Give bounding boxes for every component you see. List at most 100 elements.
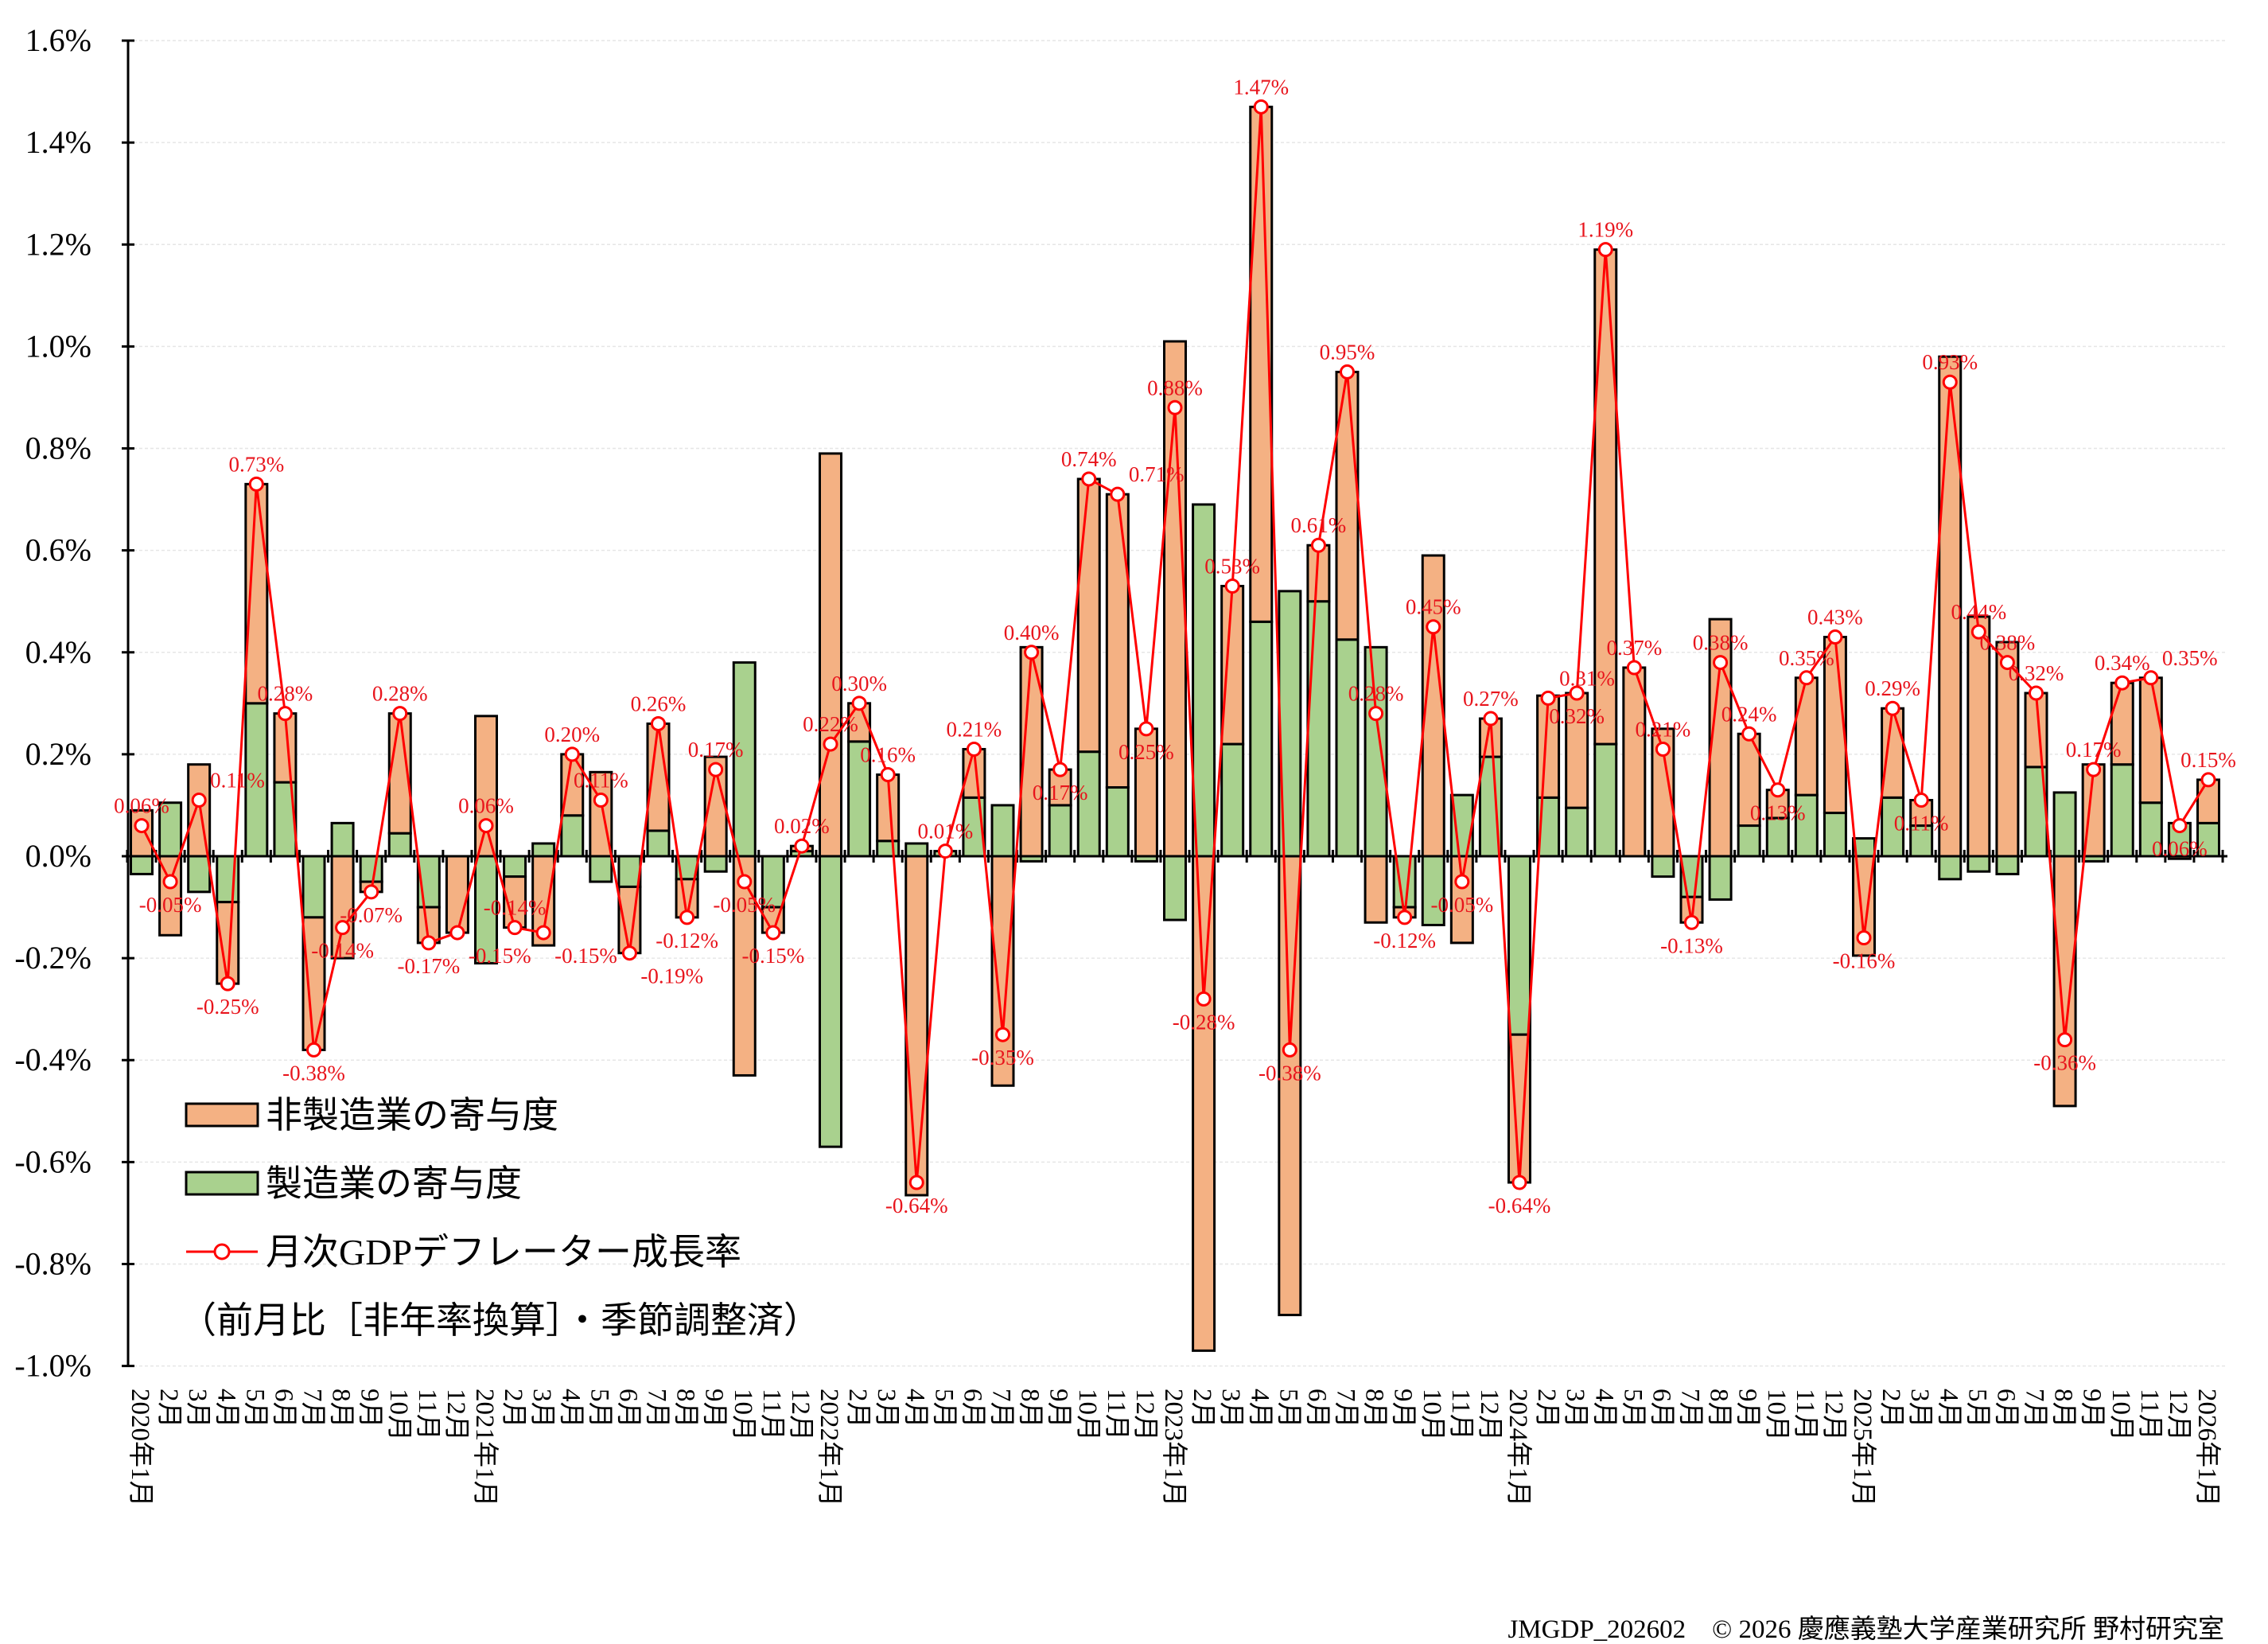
bar-nonmanufacturing <box>1995 641 2020 858</box>
bar-manufacturing <box>560 814 585 858</box>
data-label: -0.16% <box>1833 949 1896 972</box>
data-label: 0.21% <box>947 717 1002 741</box>
x-tick-label: 10月 <box>1762 1389 1791 1441</box>
x-tick-label: 2月 <box>1877 1389 1905 1428</box>
deflator-point <box>1511 1175 1527 1190</box>
bar-manufacturing <box>703 855 728 873</box>
bar-manufacturing <box>1823 812 1847 858</box>
deflator-point <box>737 874 753 890</box>
deflator-point <box>248 476 264 492</box>
x-tick-label: 9月 <box>2078 1389 2107 1428</box>
bar-manufacturing <box>876 840 901 858</box>
bar-manufacturing <box>474 855 498 965</box>
x-tick-label: 2025年1月 <box>1848 1389 1877 1507</box>
bar-manufacturing <box>1048 804 1072 858</box>
bar-nonmanufacturing <box>1737 732 1761 828</box>
data-label: 0.26% <box>631 691 687 715</box>
bar-manufacturing <box>1306 600 1331 858</box>
x-tick-label: 2月 <box>154 1389 183 1428</box>
data-label: -0.05% <box>1430 893 1493 917</box>
deflator-point <box>191 793 207 808</box>
bar-manufacturing <box>1249 620 1274 858</box>
data-label: -0.64% <box>1488 1194 1551 1217</box>
bar-manufacturing <box>819 855 842 1148</box>
x-tick-label: 3月 <box>1561 1389 1589 1428</box>
bar-manufacturing <box>330 821 355 858</box>
data-label: 0.61% <box>1291 513 1347 537</box>
bar-nonmanufacturing <box>330 855 355 960</box>
x-tick-label: 2024年1月 <box>1504 1389 1533 1507</box>
data-label: 0.32% <box>2009 661 2064 685</box>
data-label: 0.29% <box>1865 676 1920 700</box>
data-label: 0.11% <box>574 769 628 793</box>
deflator-point <box>995 1027 1010 1042</box>
deflator-point <box>593 793 609 808</box>
deflator-point <box>1999 655 2015 671</box>
x-tick-label: 5月 <box>585 1389 613 1428</box>
deflator-point <box>1052 762 1068 777</box>
x-tick-label: 8月 <box>2049 1389 2078 1428</box>
data-label: 0.02% <box>774 814 830 838</box>
deflator-point <box>966 741 982 757</box>
bar-manufacturing <box>1565 806 1589 858</box>
data-label: 0.44% <box>1951 600 2006 624</box>
data-label: 0.31% <box>1559 666 1615 690</box>
bar-manufacturing <box>130 855 154 875</box>
data-label: 0.11% <box>210 769 265 793</box>
deflator-point <box>1340 364 1355 380</box>
x-tick-label: 9月 <box>356 1389 384 1428</box>
bar-nonmanufacturing <box>301 916 326 1051</box>
bar-nonmanufacturing <box>2138 676 2163 804</box>
x-tick-label: 6月 <box>1991 1389 2020 1428</box>
x-tick-label: 4月 <box>1589 1389 1618 1428</box>
x-tick-label: 12月 <box>1819 1389 1848 1441</box>
data-label: -0.35% <box>971 1046 1034 1069</box>
bar-manufacturing <box>1651 855 1675 878</box>
data-label: 0.15% <box>2180 748 2236 772</box>
x-tick-label: 8月 <box>1705 1389 1733 1428</box>
deflator-point <box>937 843 953 859</box>
x-tick-label: 11月 <box>1102 1389 1130 1440</box>
x-tick-label: 5月 <box>1274 1389 1302 1428</box>
x-tick-label: 7月 <box>643 1389 671 1428</box>
deflator-point <box>1741 726 1757 742</box>
bar-nonmanufacturing <box>474 715 498 858</box>
x-tick-label: 10月 <box>1418 1389 1446 1441</box>
deflator-point <box>535 925 551 941</box>
footer-credit: JMGDP_202602 © 2026 慶應義塾大学産業研究所 野村研究室 <box>1507 1615 2224 1644</box>
x-tick-label: 5月 <box>1618 1389 1647 1428</box>
bar-manufacturing <box>187 855 212 894</box>
deflator-point <box>823 736 838 752</box>
y-tick-label: -0.8% <box>14 1245 91 1281</box>
x-tick-label: 4月 <box>556 1389 585 1428</box>
bar-nonmanufacturing <box>1794 676 1819 797</box>
deflator-point <box>2172 818 2188 834</box>
deflator-point <box>880 767 896 783</box>
bar-nonmanufacturing <box>1679 895 1704 924</box>
bar-manufacturing <box>1708 855 1733 901</box>
data-label: 0.21% <box>1636 717 1691 741</box>
deflator-point <box>1196 991 1212 1007</box>
data-label: -0.13% <box>1660 933 1723 957</box>
data-label: 0.17% <box>688 738 744 762</box>
data-label: 0.34% <box>2095 651 2150 675</box>
x-tick-label: 11月 <box>757 1389 786 1440</box>
bar-manufacturing <box>761 855 785 909</box>
data-label: 0.13% <box>1750 801 1806 825</box>
bar-manufacturing <box>1105 786 1130 858</box>
x-tick-label: 3月 <box>1216 1389 1245 1428</box>
deflator-point <box>1569 685 1585 701</box>
x-tick-label: 7月 <box>1676 1389 1705 1428</box>
x-tick-label: 4月 <box>901 1389 929 1428</box>
bar-manufacturing <box>589 855 613 883</box>
data-label: 0.35% <box>2162 646 2218 670</box>
deflator-point <box>708 762 724 777</box>
deflator-point <box>1310 537 1326 553</box>
x-tick-label: 5月 <box>929 1389 958 1428</box>
deflator-point <box>1970 624 1986 640</box>
data-label: -0.15% <box>469 944 531 968</box>
data-label: 0.35% <box>1779 646 1834 670</box>
deflator-point <box>1626 660 1642 676</box>
data-label: -0.14% <box>311 939 374 963</box>
x-tick-label: 2026年1月 <box>2192 1389 2222 1507</box>
